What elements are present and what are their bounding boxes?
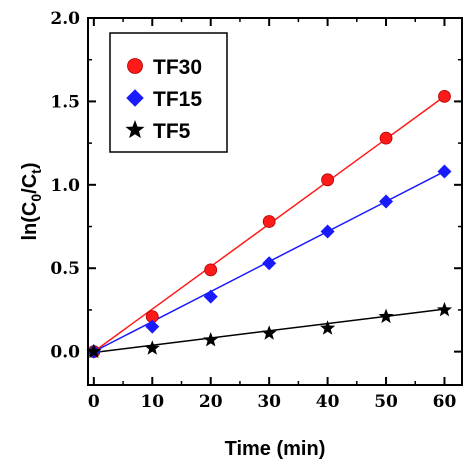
marker-tf15 bbox=[437, 164, 452, 179]
legend-marker-tf5 bbox=[125, 120, 145, 139]
marker-tf5 bbox=[436, 301, 453, 317]
x-tick-label: 30 bbox=[257, 392, 281, 412]
marker-tf15 bbox=[379, 194, 394, 209]
x-axis-title: Time (min) bbox=[225, 438, 326, 460]
marker-tf5 bbox=[378, 308, 394, 324]
y-title-sub0: 0 bbox=[28, 194, 44, 202]
marker-tf30 bbox=[204, 263, 218, 277]
marker-tf5 bbox=[261, 325, 277, 340]
marker-tf5 bbox=[86, 343, 102, 359]
legend-label-tf5: TF5 bbox=[153, 120, 191, 143]
y-title-main: ln(C bbox=[19, 202, 41, 241]
y-title-sub1: t bbox=[28, 169, 44, 174]
legend-label-tf15: TF15 bbox=[153, 88, 202, 111]
x-tick-label: 50 bbox=[374, 392, 398, 412]
marker-tf30 bbox=[379, 131, 393, 145]
marker-tf15 bbox=[320, 224, 335, 239]
x-tick-label: 60 bbox=[433, 392, 457, 412]
y-tick-label: 2.0 bbox=[50, 9, 80, 29]
marker-tf15 bbox=[262, 256, 277, 271]
marker-tf5 bbox=[203, 331, 219, 347]
plot-frame bbox=[87, 17, 463, 386]
y-tick-label: 0.5 bbox=[50, 259, 80, 279]
marker-tf30 bbox=[262, 215, 276, 228]
x-tick-label: 10 bbox=[140, 392, 164, 412]
marker-tf30 bbox=[321, 173, 334, 187]
legend-marker-tf15 bbox=[126, 89, 144, 107]
y-tick-label: 0.0 bbox=[50, 343, 80, 363]
legend-box bbox=[109, 32, 228, 153]
y-tick-label: 1.0 bbox=[50, 176, 80, 196]
marker-tf30 bbox=[438, 90, 451, 103]
x-tick-label: 20 bbox=[199, 392, 223, 412]
legend: TF30 TF15 TF5 bbox=[109, 32, 228, 153]
marker-tf15 bbox=[203, 289, 218, 304]
y-tick-label: 1.5 bbox=[50, 92, 80, 112]
marker-tf5 bbox=[144, 340, 160, 355]
y-title-slash: /C bbox=[19, 174, 41, 194]
legend-label-tf30: TF30 bbox=[153, 56, 202, 79]
x-tick-label: 40 bbox=[316, 392, 340, 412]
data-markers bbox=[86, 90, 453, 359]
x-tick-label: 0 bbox=[88, 392, 100, 412]
axis-ticks bbox=[88, 17, 462, 385]
y-axis-title: ln(C0/Ct) bbox=[19, 162, 44, 240]
marker-tf15 bbox=[145, 319, 160, 334]
marker-tf5 bbox=[319, 320, 336, 335]
legend-marker-tf30 bbox=[127, 58, 143, 74]
tick-labels: 0 10 20 30 40 50 60 0.0 0.5 1.0 1.5 2.0 bbox=[50, 9, 456, 412]
y-title-close: ) bbox=[19, 162, 41, 169]
